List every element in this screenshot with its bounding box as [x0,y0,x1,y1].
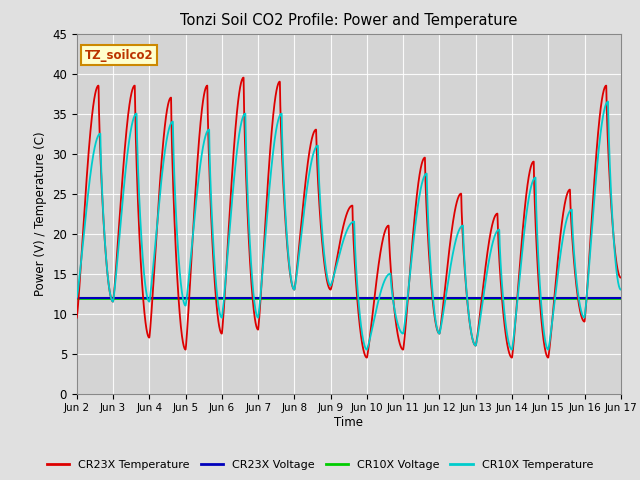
Text: TZ_soilco2: TZ_soilco2 [85,49,154,62]
X-axis label: Time: Time [334,416,364,429]
Y-axis label: Power (V) / Temperature (C): Power (V) / Temperature (C) [34,132,47,296]
Title: Tonzi Soil CO2 Profile: Power and Temperature: Tonzi Soil CO2 Profile: Power and Temper… [180,13,518,28]
Legend: CR23X Temperature, CR23X Voltage, CR10X Voltage, CR10X Temperature: CR23X Temperature, CR23X Voltage, CR10X … [43,456,597,474]
